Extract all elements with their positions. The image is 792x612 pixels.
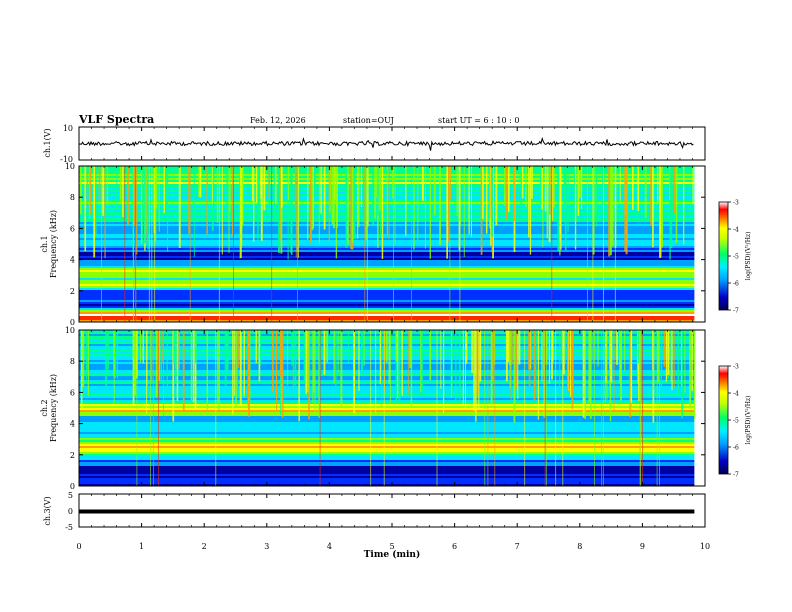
time-tick-label: 7 [515, 542, 520, 551]
time-axis-label: Time (min) [364, 549, 421, 560]
colorbar-gradient [718, 201, 729, 311]
time-tick-label: 4 [327, 542, 332, 551]
time-tick-label: 9 [640, 542, 645, 551]
ch2-spec-ylabel-channel: ch.2 [40, 399, 49, 416]
colorbar-tick-label: -7 [733, 308, 739, 315]
colorbar-label: log(PSD)(V²/Hz) [745, 232, 752, 281]
time-axis: 0 1 2 3 4 5 6 7 8 9 10 [76, 542, 710, 551]
colorbar-tick-label: -3 [733, 200, 739, 207]
ch2-spec-ylabel: Frequency (kHz) [49, 374, 58, 442]
ch1-waveform-panel: 10 -10 ch.1(V) [43, 124, 706, 164]
ch3-wave-ytick-mid: 0 [68, 507, 73, 516]
spectrogram-ytick-label: 8 [70, 193, 75, 202]
station-label: station=OUJ [343, 116, 394, 125]
spectrogram-ytick-label: 2 [70, 451, 75, 460]
ch2-spectrogram-image [78, 330, 706, 487]
ch3-waveform-panel: 5 0 -5 ch.3(V) [43, 491, 706, 532]
ch3-wave-ytick-top: 5 [68, 491, 73, 500]
spectrogram-ytick-label: 8 [70, 357, 75, 366]
colorbar-tick-label: -6 [733, 281, 739, 288]
spectrogram-ytick-label: 0 [70, 482, 75, 491]
ch1-spectrogram-panel: 0 2 4 6 8 10 ch.1 Frequency (kHz) -3 -4 -5 -6 -7 l… [40, 162, 752, 327]
ch1-spec-ylabel-channel: ch.1 [40, 235, 49, 252]
ch1-waveform-frame [78, 126, 706, 161]
ch1-spectrogram-frame [78, 165, 706, 323]
time-tick-label: 10 [700, 542, 710, 551]
time-tick-label: 5 [389, 542, 394, 551]
spectrogram-ytick-label: 10 [65, 326, 75, 335]
colorbar-tick-label: -3 [733, 364, 739, 371]
ch2-spectrogram-panel: 0 2 4 6 8 10 ch.2 Frequency (kHz) -3 -4 -5 -6 -7 l… [40, 326, 752, 491]
ch1-waveform-trace [78, 127, 706, 160]
ch2-spectrogram-frame [78, 329, 706, 487]
ch2-colorbar: -3 -4 -5 -6 -7 log(PSD)(V²/Hz) [718, 364, 752, 479]
waveform-line [78, 136, 694, 151]
spectrogram-ytick-label: 6 [70, 224, 75, 233]
time-tick-label: 1 [139, 542, 144, 551]
time-tick-label: 6 [452, 542, 457, 551]
ch3-waveform-trace [78, 494, 706, 527]
ch3-wave-ylabel: ch.3(V) [43, 496, 52, 525]
date-label: Feb. 12, 2026 [250, 116, 306, 125]
spectrogram-ytick-label: 4 [70, 256, 75, 265]
ch1-spectrogram-image [78, 166, 706, 323]
ch3-wave-ytick-bottom: -5 [65, 523, 73, 532]
colorbar-tick-label: -4 [733, 227, 739, 234]
spectrogram-ytick-label: 6 [70, 388, 75, 397]
time-tick-label: 2 [202, 542, 207, 551]
time-tick-label: 0 [76, 542, 81, 551]
colorbar-tick-label: -5 [733, 254, 739, 261]
figure-title: VLF Spectra [78, 113, 154, 126]
spectrogram-ytick-label: 2 [70, 287, 75, 296]
ch1-wave-ylabel: ch.1(V) [43, 128, 52, 157]
colorbar-tick-label: -4 [733, 391, 739, 398]
colorbar-gradient [718, 365, 729, 475]
ch1-wave-ytick-bottom: -10 [60, 155, 73, 164]
colorbar-tick-label: -6 [733, 445, 739, 452]
spectrogram-ytick-label: 4 [70, 420, 75, 429]
time-tick-label: 8 [577, 542, 582, 551]
waveform-line [79, 509, 695, 514]
ch1-spec-ylabel: Frequency (kHz) [49, 210, 58, 278]
ch1-colorbar: -3 -4 -5 -6 -7 log(PSD)(V²/Hz) [718, 200, 752, 315]
start-time-label: start UT = 6 : 10 : 0 [438, 116, 519, 125]
spectrogram-ytick-label: 10 [65, 162, 75, 171]
ch1-wave-ytick-top: 10 [63, 124, 73, 133]
time-tick-label: 3 [264, 542, 269, 551]
colorbar-label: log(PSD)(V²/Hz) [745, 396, 752, 445]
spectrogram-ytick-label: 0 [70, 318, 75, 327]
colorbar-tick-label: -7 [733, 472, 739, 479]
colorbar-tick-label: -5 [733, 418, 739, 425]
ch3-waveform-frame [78, 493, 706, 528]
